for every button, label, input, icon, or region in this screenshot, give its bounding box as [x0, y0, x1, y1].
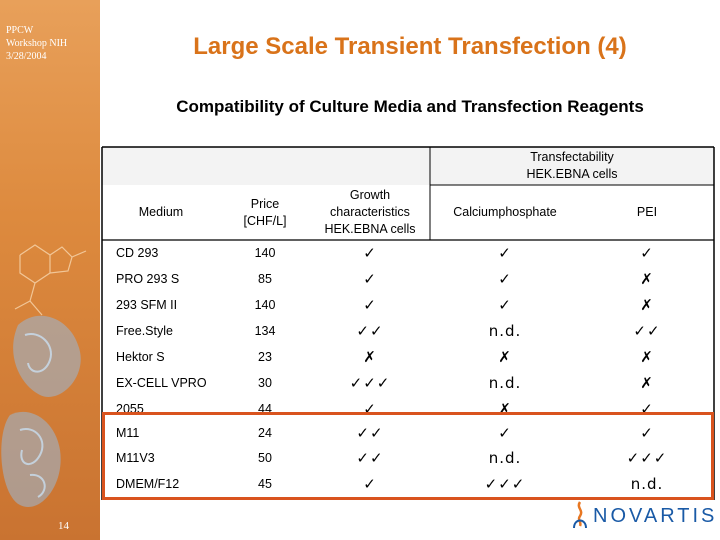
cell-price: 134 — [254, 324, 276, 338]
table-row: Hektor S 23 ✗ ✗ ✗ — [100, 344, 720, 370]
molecule-art — [1, 244, 87, 507]
table-row: M11 24 ✓✓ ✓ ✓ — [100, 420, 720, 446]
cell-pei: ✓ — [640, 424, 654, 442]
table-row: 293 SFM II 140 ✓ ✓ ✗ — [100, 292, 720, 318]
cell-medium: 293 SFM II — [116, 298, 178, 312]
header-growth-line: Growth — [349, 188, 391, 202]
cell-price: 24 — [258, 426, 272, 440]
cell-medium: PRO 293 S — [116, 272, 180, 286]
cell-calcium: ✓ — [498, 270, 512, 288]
transfectability-header: Transfectability HEK.EBNA cells — [430, 147, 714, 185]
cell-calcium: ✓ — [498, 424, 512, 442]
cell-calcium: ✓ — [498, 296, 512, 314]
cell-growth: ✓ — [363, 475, 377, 493]
table-row: M11V3 50 ✓✓ n.d. ✓✓✓ — [100, 445, 720, 471]
header-growth: Growth characteristics HEK.EBNA cells — [310, 185, 430, 240]
cell-medium: Free.Style — [116, 324, 173, 338]
cell-pei: n.d. — [630, 475, 664, 493]
header-medium: Medium — [138, 205, 184, 219]
header-growth-line: HEK.EBNA cells — [324, 222, 416, 236]
cell-price: 30 — [258, 376, 272, 390]
slide-subtitle: Compatibility of Culture Media and Trans… — [176, 97, 644, 116]
group-header-line: HEK.EBNA cells — [526, 167, 618, 181]
cell-price: 140 — [254, 298, 276, 312]
cell-medium: Hektor S — [116, 350, 165, 364]
cell-pei: ✓✓ — [633, 322, 661, 340]
meta-line: Workshop NIH — [6, 38, 68, 49]
cell-calcium: n.d. — [488, 374, 522, 392]
meta-line: PPCW — [6, 25, 34, 36]
cell-price: 23 — [258, 350, 272, 364]
page-number: 14 — [58, 520, 69, 532]
cell-calcium: n.d. — [488, 449, 522, 467]
header-price-line: [CHF/L] — [243, 213, 287, 228]
cell-medium: EX-CELL VPRO — [116, 376, 207, 390]
cell-price: 50 — [258, 451, 272, 465]
cell-growth: ✓✓ — [356, 449, 384, 467]
cell-pei: ✗ — [640, 296, 654, 314]
cell-growth: ✓✓ — [356, 322, 384, 340]
cell-price: 45 — [258, 477, 272, 491]
table-grid — [101, 146, 715, 500]
header-growth-line: characteristics — [330, 205, 410, 219]
header-calcium: Calciumphosphate — [453, 205, 557, 219]
cell-pei: ✗ — [640, 270, 654, 288]
table-row: EX-CELL VPRO 30 ✓✓✓ n.d. ✗ — [100, 370, 720, 396]
cell-calcium: n.d. — [488, 322, 522, 340]
header-price-line: Price — [250, 196, 280, 211]
cell-pei: ✗ — [640, 374, 654, 392]
cell-growth: ✓ — [363, 244, 377, 262]
cell-growth: ✓ — [363, 296, 377, 314]
cell-price: 85 — [258, 272, 272, 286]
novartis-logo-icon — [573, 501, 587, 529]
table-row: DMEM/F12 45 ✓ ✓✓✓ n.d. — [100, 471, 720, 497]
cell-medium: M11 — [116, 426, 140, 440]
table-row: PRO 293 S 85 ✓ ✓ ✗ — [100, 266, 720, 292]
header-pei: PEI — [636, 205, 658, 219]
cell-calcium: ✓ — [498, 244, 512, 262]
meta-line: 3/28/2004 — [6, 51, 47, 62]
cell-growth: ✗ — [363, 348, 377, 366]
slide-title: Large Scale Transient Transfection (4) — [193, 33, 627, 60]
table-row: Free.Style 134 ✓✓ n.d. ✓✓ — [100, 318, 720, 344]
group-header-line: Transfectability — [530, 150, 614, 164]
cell-calcium: ✓✓✓ — [484, 475, 526, 493]
cell-pei: ✗ — [640, 348, 654, 366]
cell-price: 140 — [254, 246, 276, 260]
cell-pei: ✓ — [640, 244, 654, 262]
cell-medium: DMEM/F12 — [116, 477, 180, 491]
header-price: Price [CHF/L] — [220, 185, 310, 240]
slide-meta: PPCW Workshop NIH 3/28/2004 — [6, 24, 67, 63]
cell-growth: ✓✓ — [356, 424, 384, 442]
cell-medium: M11V3 — [116, 451, 155, 465]
cell-calcium: ✗ — [498, 348, 512, 366]
table-row: CD 293 140 ✓ ✓ ✓ — [100, 240, 720, 266]
highlight-box — [102, 412, 714, 500]
slide-content: Large Scale Transient Transfection (4) C… — [100, 0, 720, 540]
cell-pei: ✓✓✓ — [626, 449, 668, 467]
novartis-logo-text: NOVARTIS — [593, 505, 718, 527]
cell-growth: ✓✓✓ — [349, 374, 391, 392]
sidebar: PPCW Workshop NIH 3/28/2004 14 — [0, 0, 100, 540]
cell-growth: ✓ — [363, 270, 377, 288]
cell-medium: CD 293 — [116, 246, 159, 260]
